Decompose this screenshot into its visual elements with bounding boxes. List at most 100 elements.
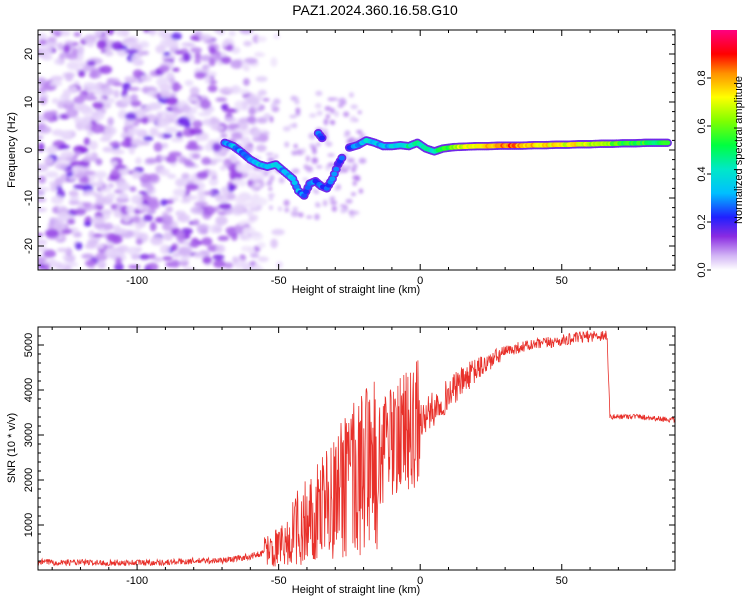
noise-blob xyxy=(171,243,178,252)
y-tick-label: 20 xyxy=(23,48,35,60)
noise-blob xyxy=(61,229,73,234)
noise-blob xyxy=(81,253,95,260)
noise-blob xyxy=(227,184,235,193)
noise-blob xyxy=(140,50,150,56)
noise-blob xyxy=(350,104,358,110)
noise-blob xyxy=(273,98,281,105)
noise-blob xyxy=(114,228,129,233)
noise-blob xyxy=(96,39,107,50)
noise-blob xyxy=(290,95,298,102)
noise-blob xyxy=(159,85,172,93)
noise-blob xyxy=(208,170,217,177)
noise-blob xyxy=(115,257,123,266)
noise-blob xyxy=(269,115,274,123)
noise-blob xyxy=(153,142,163,152)
noise-blob xyxy=(83,34,97,44)
noise-blob xyxy=(230,59,244,69)
noise-blob xyxy=(334,186,339,191)
noise-blob xyxy=(283,199,290,207)
noise-blob xyxy=(312,188,317,193)
noise-blob xyxy=(101,132,113,140)
noise-blob xyxy=(207,84,218,93)
noise-blob xyxy=(246,97,260,106)
noise-blob xyxy=(184,79,194,87)
noise-blob xyxy=(305,155,311,162)
noise-blob xyxy=(345,198,353,204)
noise-blob xyxy=(253,197,268,206)
noise-blob xyxy=(117,245,130,253)
noise-blob xyxy=(338,97,347,105)
noise-blob xyxy=(139,74,152,83)
noise-blob xyxy=(86,131,94,136)
noise-blob xyxy=(322,199,328,207)
noise-blob xyxy=(292,206,299,211)
noise-blob xyxy=(212,254,225,261)
spectrogram-noise xyxy=(38,30,367,270)
noise-blob xyxy=(54,162,68,170)
noise-blob xyxy=(158,64,170,73)
noise-blob xyxy=(84,243,97,250)
noise-blob xyxy=(267,157,275,162)
noise-blob xyxy=(329,120,336,125)
noise-blob xyxy=(75,242,83,250)
noise-blob xyxy=(274,153,279,159)
noise-blob xyxy=(55,224,63,230)
noise-blob xyxy=(128,144,136,155)
noise-blob xyxy=(323,118,329,126)
track-core xyxy=(333,166,340,172)
noise-blob xyxy=(126,205,135,215)
noise-blob xyxy=(225,108,240,113)
noise-blob xyxy=(62,44,71,54)
noise-blob xyxy=(187,140,198,146)
noise-blob xyxy=(149,127,159,137)
noise-blob xyxy=(233,178,242,186)
track-core xyxy=(319,135,326,141)
noise-blob xyxy=(162,231,174,241)
noise-blob xyxy=(327,153,335,157)
noise-blob xyxy=(124,49,139,54)
noise-blob xyxy=(101,209,113,215)
noise-blob xyxy=(290,210,299,218)
noise-blob xyxy=(349,92,354,98)
noise-blob xyxy=(82,156,95,162)
noise-blob xyxy=(38,197,47,203)
noise-blob xyxy=(197,112,212,117)
noise-blob xyxy=(177,247,192,257)
noise-blob xyxy=(202,205,216,216)
noise-blob xyxy=(267,179,273,187)
noise-blob xyxy=(106,233,119,243)
noise-blob xyxy=(104,247,116,258)
noise-blob xyxy=(341,208,349,213)
noise-blob xyxy=(223,158,232,168)
track-core xyxy=(293,184,300,190)
noise-blob xyxy=(95,252,108,261)
noise-blob xyxy=(202,256,212,265)
noise-blob xyxy=(250,266,264,270)
noise-blob xyxy=(170,32,182,41)
colorbar-tick-label: 0.8 xyxy=(696,70,708,85)
noise-blob xyxy=(255,144,267,152)
noise-blob xyxy=(84,259,96,267)
noise-blob xyxy=(125,40,137,47)
noise-blob xyxy=(234,227,245,235)
noise-blob xyxy=(65,108,79,118)
noise-blob xyxy=(278,177,285,184)
noise-blob xyxy=(38,47,49,52)
snr-plot: -100 -50 0 50 1000 2000 3000 4000 5000 Height of… xyxy=(6,326,676,596)
noise-blob xyxy=(314,213,320,221)
noise-blob xyxy=(64,256,76,263)
spectrogram-x-label: Height of straight line (km) xyxy=(292,284,420,296)
noise-blob xyxy=(197,195,206,202)
noise-blob xyxy=(177,213,191,223)
noise-blob xyxy=(190,206,204,215)
noise-blob xyxy=(104,50,114,57)
noise-blob xyxy=(254,51,263,57)
noise-blob xyxy=(131,54,141,65)
noise-blob xyxy=(201,157,212,166)
noise-blob xyxy=(130,139,145,147)
noise-blob xyxy=(77,70,86,78)
noise-blob xyxy=(106,77,115,86)
noise-blob xyxy=(231,207,244,216)
noise-blob xyxy=(215,244,226,254)
